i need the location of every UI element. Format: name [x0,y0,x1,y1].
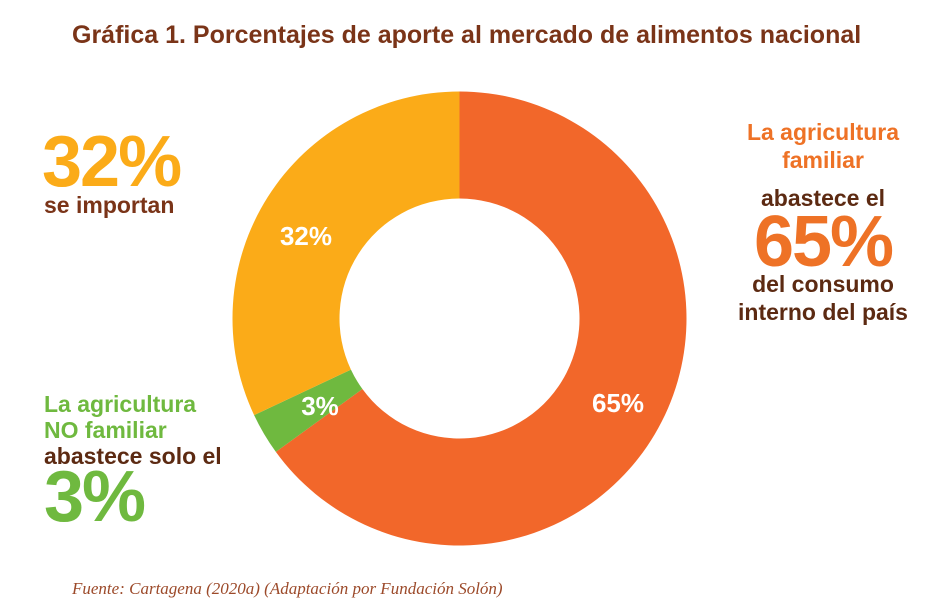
svg-text:3%: 3% [301,391,339,421]
svg-text:32%: 32% [280,221,332,251]
svg-text:65%: 65% [592,388,644,418]
